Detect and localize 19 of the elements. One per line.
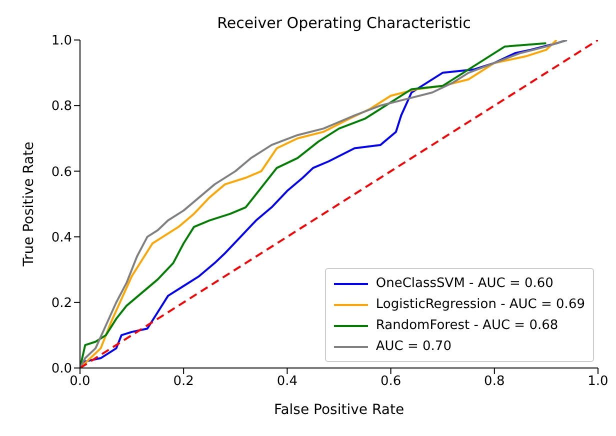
y-tick-label: 0.2 xyxy=(51,296,72,312)
x-axis-title: False Positive Rate xyxy=(274,402,404,418)
y-tick-label: 0.8 xyxy=(51,99,72,114)
y-tick-label: 0.4 xyxy=(51,230,72,246)
y-tick-label: 1.0 xyxy=(51,34,72,49)
legend-label: AUC = 0.70 xyxy=(376,339,452,354)
y-axis-title: True Positive Rate xyxy=(20,142,37,268)
x-tick-label: 1.0 xyxy=(588,374,608,390)
x-tick-label: 0.2 xyxy=(173,374,194,390)
chart-title: Receiver Operating Characteristic xyxy=(216,14,472,32)
y-tick-label: 0.0 xyxy=(51,362,72,377)
x-tick-label: 0.0 xyxy=(70,374,90,390)
legend-label: OneClassSVM - AUC = 0.60 xyxy=(376,276,554,291)
y-tick-label: 0.6 xyxy=(51,164,72,180)
x-tick-label: 0.4 xyxy=(276,374,298,390)
x-tick-label: 0.6 xyxy=(380,374,402,390)
x-tick-label: 0.8 xyxy=(484,374,505,390)
legend-label: LogisticRegression - AUC = 0.69 xyxy=(376,297,585,312)
legend-label: RandomForest - AUC = 0.68 xyxy=(376,318,558,333)
